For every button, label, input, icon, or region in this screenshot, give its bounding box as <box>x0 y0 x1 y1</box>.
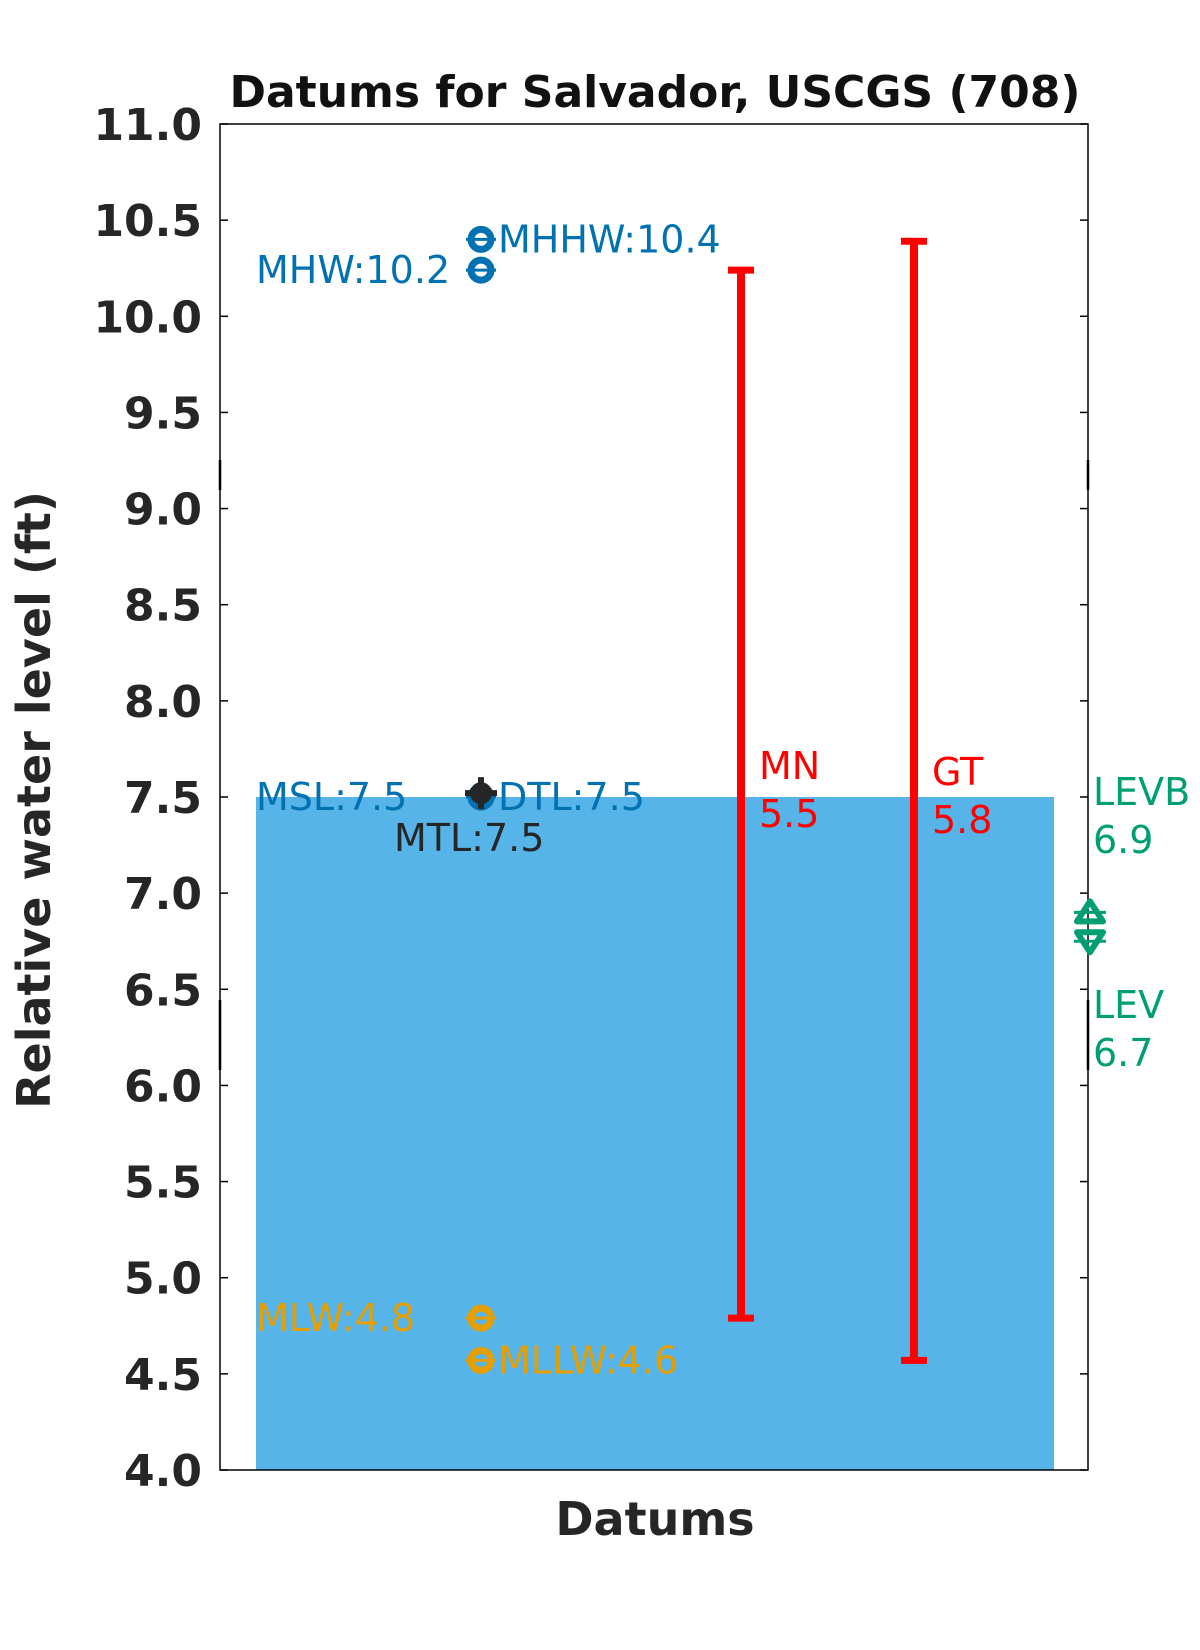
mllw-label: MLLW:4.6 <box>498 1338 678 1382</box>
mn-range-value: 5.5 <box>759 792 819 836</box>
lev-value: 6.7 <box>1093 1031 1153 1075</box>
mtl-label: MTL:7.5 <box>394 816 544 860</box>
y-tick-label: 10.0 <box>93 292 202 343</box>
levb-label: LEVB <box>1093 770 1190 814</box>
msl-label: MSL:7.5 <box>256 775 407 819</box>
mhhw-label: MHHW:10.4 <box>498 217 721 261</box>
y-tick-label: 8.0 <box>124 677 202 728</box>
lev-label: LEV <box>1093 983 1164 1027</box>
y-axis-label: Relative water level (ft) <box>7 491 61 1109</box>
levb-value: 6.9 <box>1093 818 1153 862</box>
y-tick-label: 5.5 <box>124 1158 202 1209</box>
mhw-label: MHW:10.2 <box>256 248 450 292</box>
gt-range-label: GT <box>932 750 984 794</box>
y-tick-label: 10.5 <box>93 196 202 247</box>
x-axis-label: Datums <box>555 1492 754 1546</box>
mn-range-label: MN <box>759 744 820 788</box>
plot-area: 4.0 4.5 5.0 5.5 6.0 6.5 7.0 7.5 8.0 8.5 9.0 9.5 10.0… <box>93 100 1190 1497</box>
y-tick-label: 5.0 <box>124 1254 202 1305</box>
y-tick-label: 8.5 <box>124 581 202 632</box>
chart-title: Datums for Salvador, USCGS (708) <box>229 67 1080 118</box>
dtl-label: DTL:7.5 <box>498 775 645 819</box>
gt-range-value: 5.8 <box>932 798 992 842</box>
y-tick-label: 11.0 <box>93 100 202 151</box>
y-tick-label: 4.0 <box>124 1446 202 1497</box>
y-tick-label: 9.0 <box>124 485 202 536</box>
y-tick-label: 6.5 <box>124 965 202 1016</box>
y-tick-label: 6.0 <box>124 1061 202 1112</box>
y-tick-label: 9.5 <box>124 388 202 439</box>
y-tick-label: 7.5 <box>124 773 202 824</box>
y-tick-label: 7.0 <box>124 869 202 920</box>
mlw-label: MLW:4.8 <box>256 1296 415 1340</box>
y-tick-label: 4.5 <box>124 1350 202 1401</box>
